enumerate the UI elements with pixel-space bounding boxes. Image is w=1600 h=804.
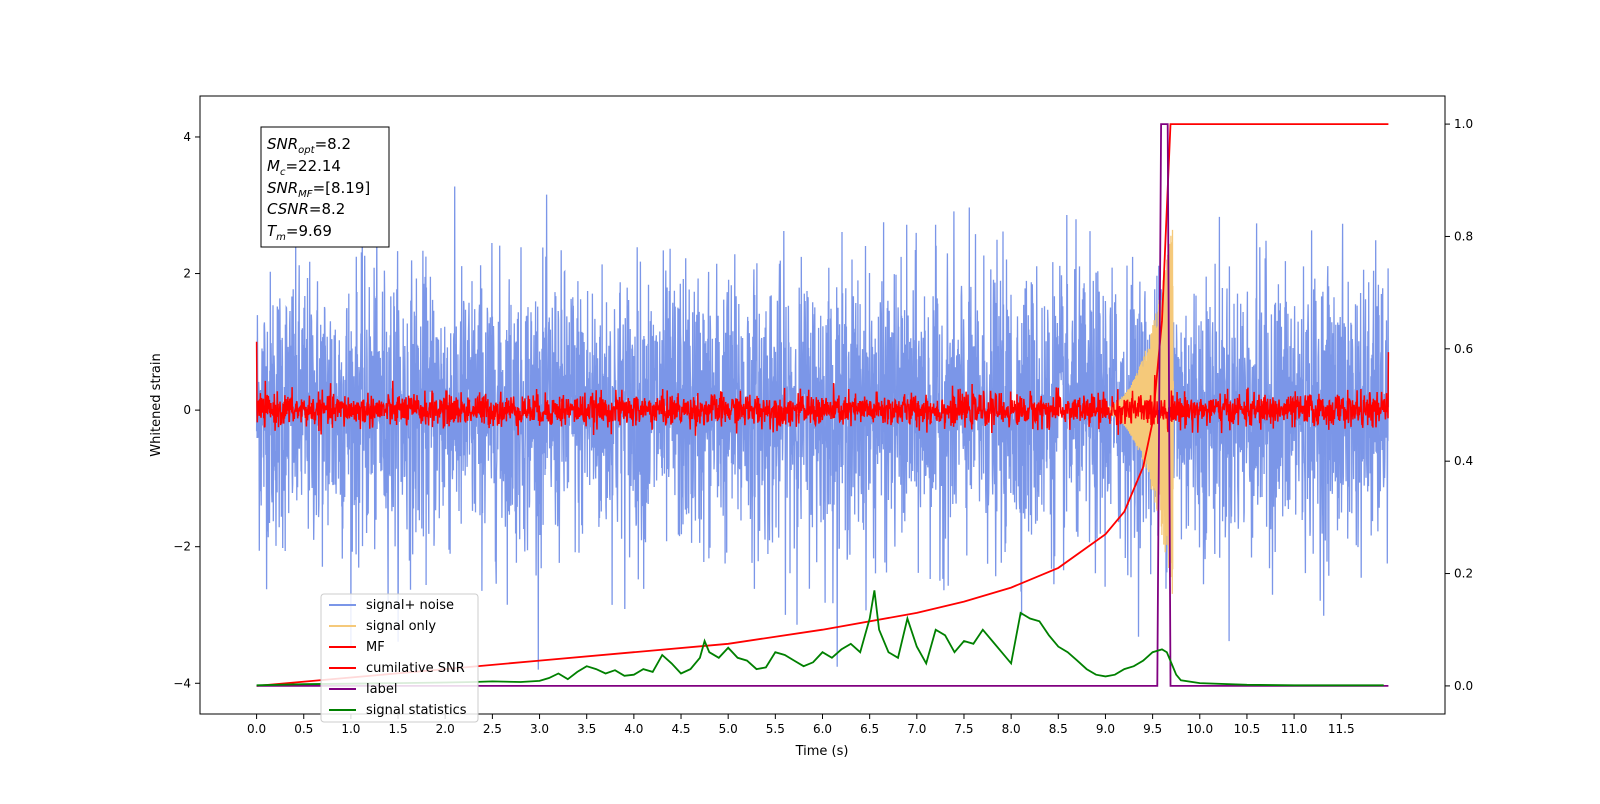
legend-label-cumilative-snr: cumilative SNR <box>366 661 465 676</box>
x-tick-label: 5.0 <box>719 722 738 736</box>
y-axis-ticks: 4 2 0 −2 −4 <box>173 130 200 690</box>
x-tick-label: 7.5 <box>954 722 973 736</box>
y2-tick-label: 0.2 <box>1454 567 1473 581</box>
series-mf-line <box>255 341 1390 436</box>
annotation-line-mc: Mc=22.14 <box>267 157 341 178</box>
series-signal-statistics-line <box>256 590 1384 687</box>
x-tick-label: 5.5 <box>766 722 785 736</box>
x-tick-label: 7.0 <box>907 722 926 736</box>
y-tick-label: 4 <box>183 130 191 144</box>
x-axis-label: Time (s) <box>795 744 849 759</box>
x-tick-label: 4.5 <box>671 722 690 736</box>
y2-tick-label: 0.6 <box>1454 342 1473 356</box>
x-tick-label: 3.0 <box>530 722 549 736</box>
x-tick-label: 8.5 <box>1049 722 1068 736</box>
legend-label-mf: MF <box>366 640 385 655</box>
legend-frame <box>320 593 479 723</box>
x-tick-label: 2.0 <box>436 722 455 736</box>
y2-axis-ticks: 1.0 0.8 0.6 0.4 0.2 0.0 <box>1445 117 1473 693</box>
y2-tick-label: 0.4 <box>1454 454 1473 468</box>
x-axis-ticks: 0.0 0.5 1.0 1.5 2.0 2.5 3.0 3.5 4.0 4.5 5.0 5.5 6.0 6… <box>247 714 1355 736</box>
x-tick-label: 11.5 <box>1328 722 1355 736</box>
x-tick-label: 8.0 <box>1002 722 1021 736</box>
x-tick-label: 6.5 <box>860 722 879 736</box>
x-tick-label: 9.0 <box>1096 722 1115 736</box>
series-layer <box>255 123 1390 687</box>
y2-tick-label: 0.8 <box>1454 229 1473 243</box>
y2-tick-label: 0.0 <box>1454 679 1473 693</box>
legend-label-signal-only: signal only <box>366 619 436 634</box>
legend-entries: signal+ noise signal only MF cumilative SNR… <box>329 598 467 718</box>
legend: signal+ noise signal only MF cumilative SNR… <box>320 593 479 723</box>
annotation-line-csnr: CSNR=8.2 <box>267 200 345 218</box>
legend-label-signal-statistics: signal statistics <box>366 703 467 718</box>
y-tick-label: −2 <box>173 540 191 554</box>
x-tick-label: 0.5 <box>294 722 313 736</box>
y-axis-label: Whitened strain <box>149 353 164 456</box>
y-tick-label: 0 <box>183 403 191 417</box>
x-tick-label: 2.5 <box>483 722 502 736</box>
y2-tick-label: 1.0 <box>1454 117 1473 131</box>
x-tick-label: 11.0 <box>1281 722 1308 736</box>
x-tick-label: 0.0 <box>247 722 266 736</box>
annotation-line-snr-opt: SNRopt=8.2 <box>267 135 351 156</box>
annotation-box: SNRopt=8.2 Mc=22.14 SNRMF=[8.19] CSNR=8.… <box>260 126 390 248</box>
x-tick-label: 9.5 <box>1143 722 1162 736</box>
x-tick-label: 1.5 <box>389 722 408 736</box>
x-tick-label: 10.0 <box>1186 722 1213 736</box>
y-tick-label: 2 <box>183 267 191 281</box>
x-tick-label: 6.0 <box>813 722 832 736</box>
x-tick-label: 4.0 <box>624 722 643 736</box>
x-tick-label: 10.5 <box>1234 722 1261 736</box>
series-cumilative-snr-line <box>256 123 1389 687</box>
legend-label-signal-noise: signal+ noise <box>366 598 454 613</box>
x-tick-label: 3.5 <box>577 722 596 736</box>
series-label-line <box>256 123 1389 687</box>
legend-label-label: label <box>366 682 397 697</box>
x-tick-label: 1.0 <box>341 722 360 736</box>
annotation-box-frame <box>260 126 390 248</box>
y-tick-label: −4 <box>173 676 191 690</box>
annotation-line-tm: Tm=9.69 <box>267 222 332 243</box>
annotation-line-snr-mf: SNRMF=[8.19] <box>267 179 370 200</box>
